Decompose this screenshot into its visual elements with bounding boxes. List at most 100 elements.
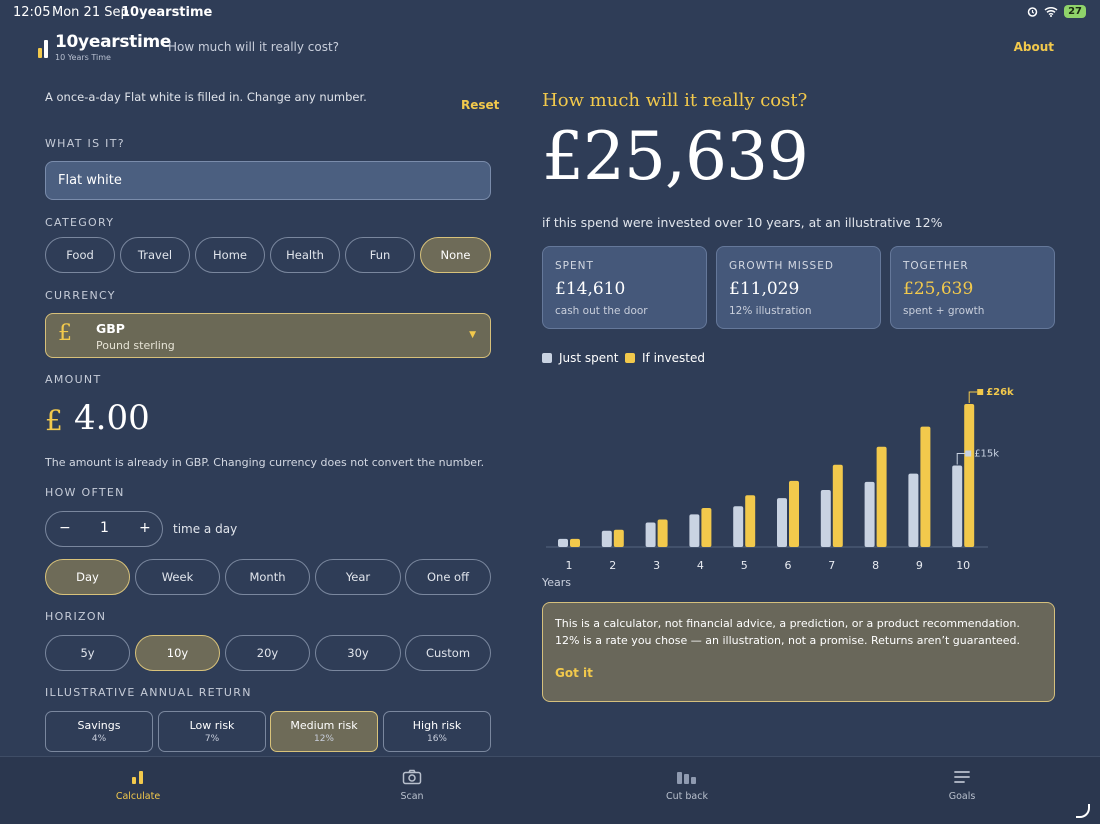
category-none[interactable]: None (420, 237, 491, 273)
got-it-button[interactable]: Got it (555, 666, 593, 680)
tab-label: Cut back (666, 791, 708, 802)
period-one-off[interactable]: One off (405, 559, 491, 595)
disclaimer-text: This is a calculator, not financial advi… (555, 617, 1021, 647)
annotation-marker (965, 450, 972, 457)
bars-icon (627, 769, 747, 787)
x-tick-label: 10 (956, 559, 970, 572)
return-low-risk[interactable]: Low risk 7% (158, 711, 266, 752)
horizon-30y[interactable]: 30y (315, 635, 401, 671)
period-week[interactable]: Week (135, 559, 220, 595)
result-subtitle: if this spend were invested over 10 year… (542, 215, 943, 230)
frequency-value[interactable]: 1 (100, 520, 109, 536)
bar-just-spent (558, 538, 568, 547)
about-link[interactable]: About (1013, 40, 1054, 54)
horizon-20y[interactable]: 20y (225, 635, 310, 671)
return-rate: 12% (313, 734, 334, 744)
stat-label: GROWTH MISSED (729, 260, 834, 272)
header-question: How much will it really cost? (168, 40, 340, 54)
bar-just-spent (601, 530, 612, 547)
x-axis-label: Years (542, 576, 571, 589)
horizon-custom[interactable]: Custom (405, 635, 491, 671)
return-high-risk[interactable]: High risk 16% (383, 711, 491, 752)
legend-label: If invested (642, 351, 705, 365)
tab-label: Goals (948, 791, 976, 802)
frequency-unit: time a day (173, 522, 238, 536)
stat-label: SPENT (555, 260, 594, 272)
status-time: 12:05 (13, 5, 51, 20)
legend-swatch-icon (542, 353, 552, 363)
bar-if-invested (701, 508, 712, 547)
tab-label: Scan (400, 791, 424, 802)
x-tick-label: 5 (741, 559, 748, 572)
return-savings[interactable]: Savings 4% (45, 711, 153, 752)
stat-desc: cash out the door (555, 305, 648, 317)
decrement-button[interactable]: − (59, 520, 71, 536)
category-food[interactable]: Food (45, 237, 115, 273)
list-icon (902, 769, 1022, 787)
amount-note: The amount is already in GBP. Changing c… (45, 456, 485, 469)
tab-bar: Calculate Scan Cut back Goals (0, 756, 1100, 824)
status-app-name: 10yearstime (121, 5, 213, 20)
app-header: 10yearstime 10 Years Time How much will … (0, 26, 1100, 72)
currency-symbol: £ (58, 321, 72, 346)
annotation-label: £26k (986, 387, 1014, 398)
currency-select[interactable]: £ GBP Pound sterling ▼ (45, 313, 491, 358)
period-year[interactable]: Year (315, 559, 401, 595)
category-fun[interactable]: Fun (345, 237, 415, 273)
return-name: Low risk (189, 719, 235, 732)
x-tick-label: 9 (916, 559, 923, 572)
x-tick-label: 4 (697, 559, 704, 572)
period-day[interactable]: Day (45, 559, 130, 595)
bar-if-invested (832, 464, 843, 547)
bar-just-spent (777, 498, 787, 547)
category-home[interactable]: Home (195, 237, 265, 273)
x-tick-label: 8 (872, 559, 879, 572)
currency-code: GBP (96, 321, 125, 336)
legend-label: Just spent (559, 351, 619, 365)
item-name-input[interactable]: Flat white (45, 161, 491, 200)
annotation-leader (968, 391, 978, 404)
bar-just-spent (908, 473, 919, 547)
horizon-5y[interactable]: 5y (45, 635, 130, 671)
status-bar: 12:05 Mon 21 Sep 10yearstime 27 (0, 0, 1100, 26)
disclaimer-card: This is a calculator, not financial advi… (542, 602, 1055, 702)
what-label: WHAT IS IT? (45, 137, 125, 150)
bar-just-spent (689, 514, 700, 547)
result-total: £25,639 (542, 118, 809, 195)
tab-goals[interactable]: Goals (902, 769, 1022, 802)
tab-calculate[interactable]: Calculate (78, 769, 198, 802)
stat-value: £14,610 (555, 279, 626, 299)
tab-cut-back[interactable]: Cut back (627, 769, 747, 802)
category-travel[interactable]: Travel (120, 237, 190, 273)
tab-label: Calculate (115, 791, 161, 802)
return-rate: 4% (91, 734, 107, 744)
return-medium-risk[interactable]: Medium risk 12% (270, 711, 378, 752)
return-rate: 7% (204, 734, 220, 744)
bar-just-spent (864, 481, 875, 547)
amount-input[interactable]: 4.00 (74, 398, 150, 438)
bar-if-invested (657, 519, 668, 547)
increment-button[interactable]: + (139, 520, 151, 536)
return-name: Savings (77, 719, 121, 732)
horizon-10y[interactable]: 10y (135, 635, 220, 671)
legend-if-invested: If invested (625, 351, 705, 365)
period-month[interactable]: Month (225, 559, 310, 595)
x-tick-label: 6 (785, 559, 792, 572)
tab-scan[interactable]: Scan (352, 769, 472, 802)
category-label: CATEGORY (45, 216, 115, 229)
bar-just-spent (733, 506, 744, 547)
frequency-stepper: − 1 + (45, 511, 163, 547)
currency-label: CURRENCY (45, 289, 116, 302)
return-name: High risk (412, 719, 462, 732)
reset-button[interactable]: Reset (461, 98, 500, 112)
bar-if-invested (613, 529, 624, 547)
bar-just-spent (952, 465, 963, 547)
stat-growth-missed: GROWTH MISSED £11,029 12% illustration (716, 246, 881, 329)
return-label: ILLUSTRATIVE ANNUAL RETURN (45, 686, 252, 699)
brand-subtitle: 10 Years Time (55, 53, 111, 62)
logo-icon (38, 40, 50, 58)
stat-desc: 12% illustration (729, 305, 812, 317)
category-health[interactable]: Health (270, 237, 340, 273)
stat-value: £25,639 (903, 279, 974, 299)
status-icons: 27 (1027, 5, 1086, 18)
